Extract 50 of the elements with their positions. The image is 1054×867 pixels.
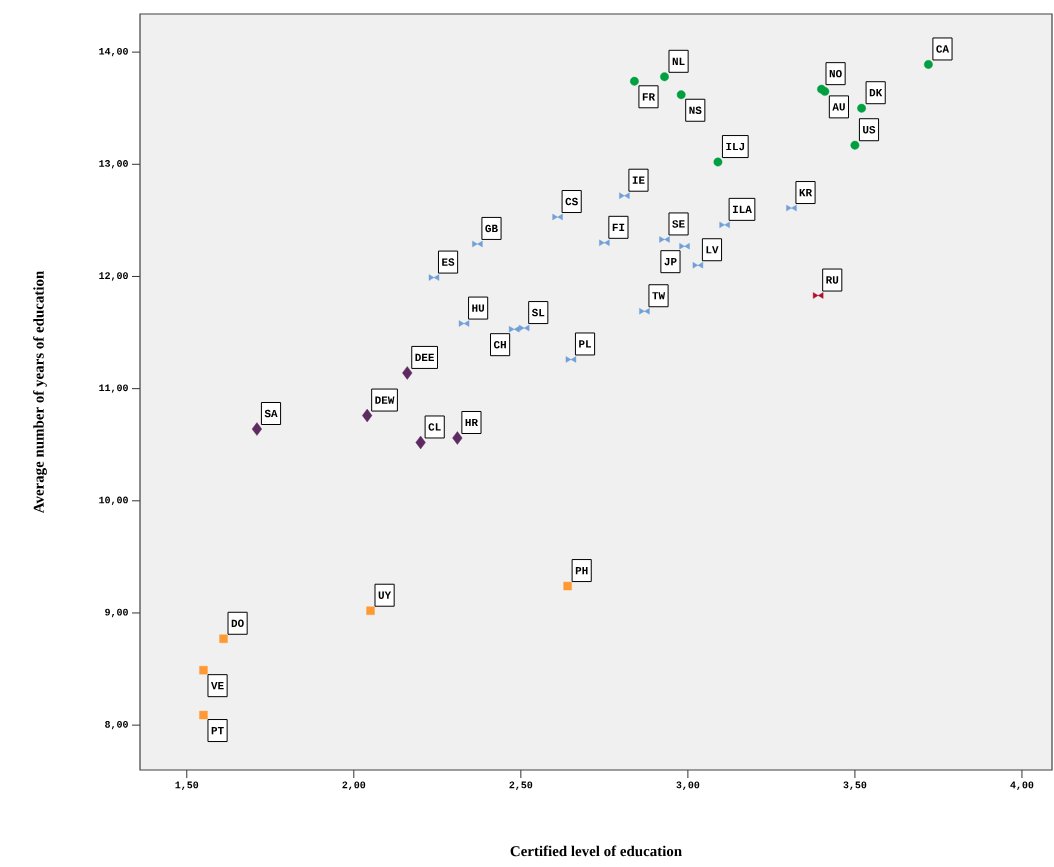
annotation: HU [472, 304, 485, 312]
annotation: JP [664, 258, 677, 266]
annotation: TW [652, 292, 666, 300]
y-tick-label: 9,00 [105, 608, 128, 618]
annotation: PH [575, 566, 588, 575]
annotation: NO [829, 69, 842, 78]
annotation: ILJ [726, 142, 745, 151]
annotation: DK [869, 89, 883, 97]
y-tick-label: 8,00 [105, 720, 128, 730]
annotation: DEW [375, 396, 395, 404]
x-tick-label: 3,00 [676, 781, 700, 790]
annotation: DEE [415, 353, 435, 362]
annotation: DO [231, 619, 244, 627]
annotation: SE [672, 220, 685, 228]
y-tick-label: 14,00 [99, 47, 128, 57]
annotation: ES [442, 258, 455, 266]
annotation: LV [706, 246, 719, 254]
x-tick-label: 4,00 [1010, 781, 1034, 790]
x-tick-label: 3,50 [843, 781, 867, 790]
annotation: PT [211, 726, 224, 735]
annotation: CH [493, 340, 506, 349]
y-axis-title: Average number of years of education [33, 270, 47, 514]
x-tick-label: 1,50 [175, 781, 199, 790]
annotation: CS [565, 197, 578, 206]
annotation: CA [936, 45, 950, 53]
annotation: CL [428, 423, 441, 431]
y-tick-label: 11,00 [99, 384, 128, 393]
annotation: RU [826, 276, 839, 284]
annotation: UY [378, 591, 392, 599]
annotation: SA [264, 409, 278, 418]
annotation: FI [612, 223, 625, 231]
annotation: PL [579, 340, 592, 348]
annotation: US [863, 126, 876, 134]
annotation: VE [210, 682, 224, 690]
y-tick-label: 10,00 [99, 496, 128, 506]
annotation: SL [531, 308, 545, 317]
annotation: NS [689, 106, 702, 114]
annotation: GB [485, 224, 498, 233]
x-axis-title: Certified level of education [510, 845, 682, 857]
annotation: AU [832, 103, 845, 111]
y-tick-label: 13,00 [99, 160, 128, 169]
annotation: FR [642, 93, 656, 101]
x-tick-label: 2,50 [509, 781, 533, 790]
y-tick-label: 12,00 [99, 272, 128, 281]
annotation: KR [799, 188, 813, 197]
x-tick-label: 2,00 [342, 781, 366, 790]
annotation: ILA [732, 205, 752, 213]
annotation: HR [465, 418, 478, 427]
annotation: NL [672, 57, 685, 65]
annotation: IE [632, 176, 645, 184]
